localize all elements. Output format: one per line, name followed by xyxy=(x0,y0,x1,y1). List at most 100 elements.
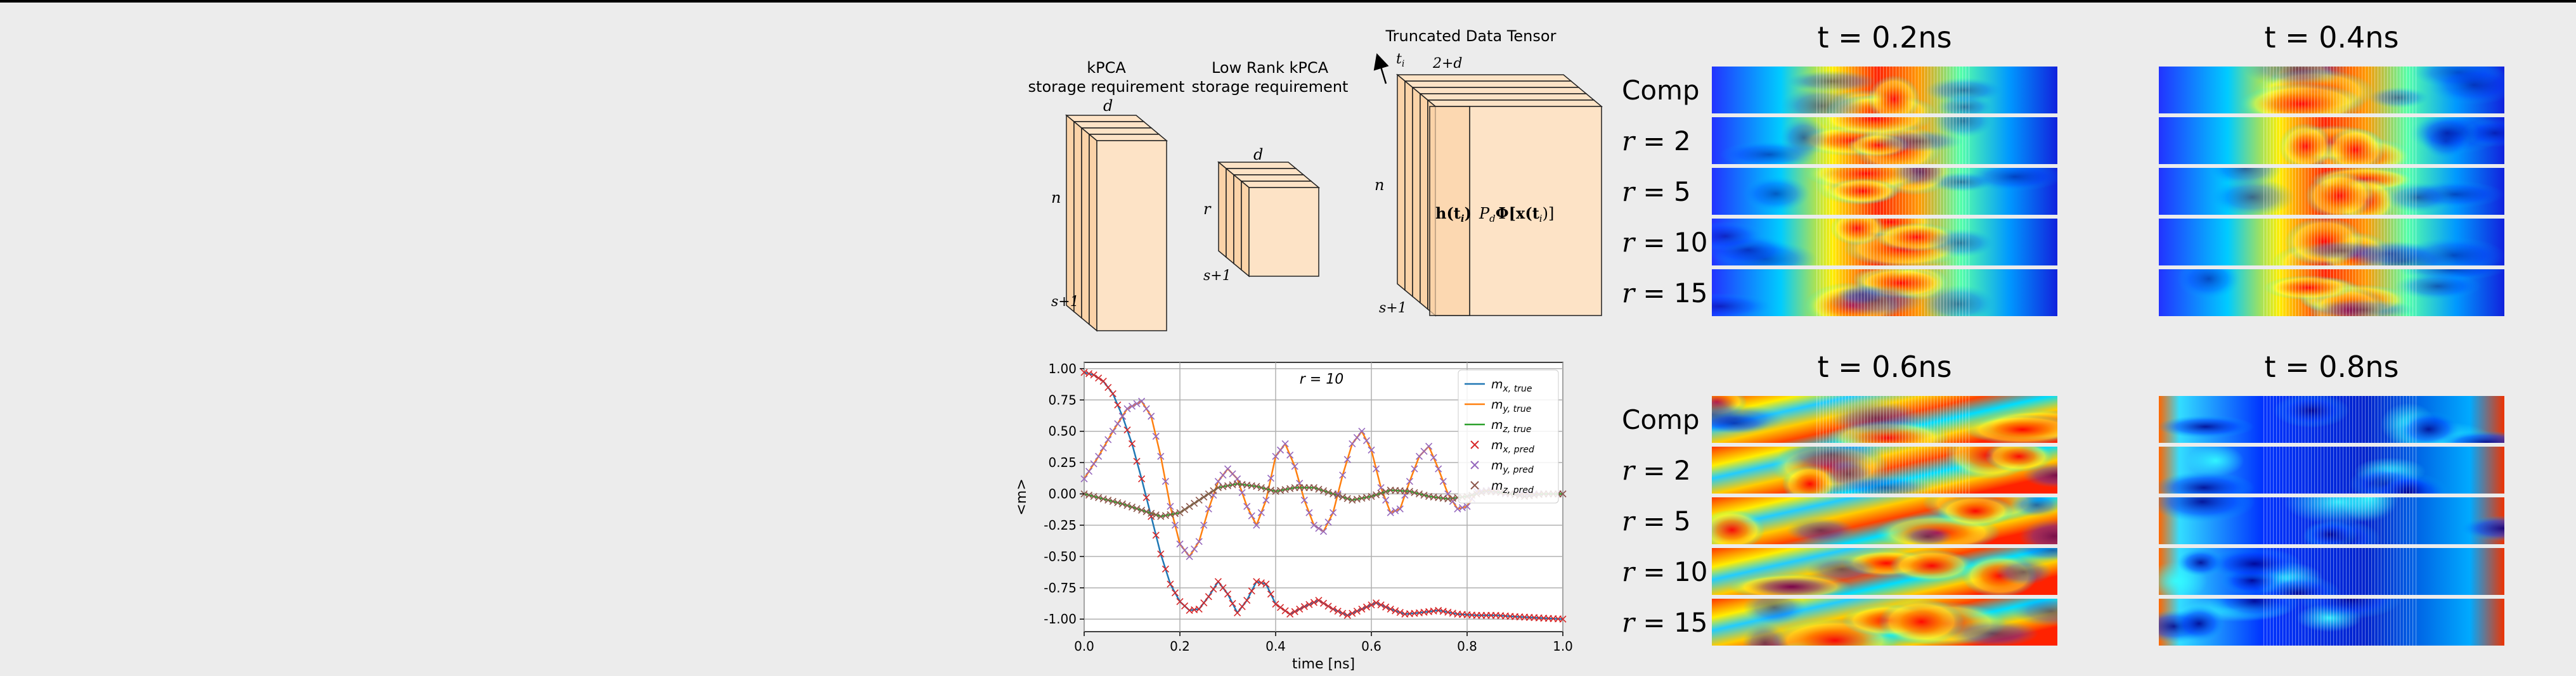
y-tick-label: -0.75 xyxy=(1044,580,1077,596)
lowrank-d-label: d xyxy=(1253,146,1263,163)
y-tick-label: -0.50 xyxy=(1044,549,1077,564)
x-tick-label: 0.8 xyxy=(1457,639,1477,654)
y-tick-label: 0.00 xyxy=(1048,487,1077,502)
pred-marker xyxy=(1358,428,1366,435)
pred-marker xyxy=(1148,412,1155,420)
pred-marker xyxy=(1205,593,1212,601)
pred-marker xyxy=(1176,540,1184,548)
truncated-n-label: n xyxy=(1375,176,1384,194)
pred-marker xyxy=(1205,505,1212,513)
pred-marker xyxy=(1382,496,1390,504)
snapshot-strip xyxy=(2159,548,2504,595)
pred-marker xyxy=(1291,608,1298,615)
x-tick-label: 0.0 xyxy=(1074,639,1094,654)
pred-marker xyxy=(1324,603,1332,610)
pred-marker xyxy=(1262,580,1270,588)
pred-marker xyxy=(1272,452,1279,460)
pred-marker xyxy=(1319,599,1328,607)
pred-marker xyxy=(1191,499,1198,507)
x-tick-label: 0.4 xyxy=(1265,639,1286,654)
pred-marker xyxy=(1138,475,1146,483)
pred-marker xyxy=(1080,475,1088,483)
pred-marker xyxy=(1162,565,1169,573)
snapshot-row-label: r = 10 xyxy=(1622,556,1707,587)
pred-marker xyxy=(1267,590,1275,598)
pred-marker xyxy=(1435,465,1442,473)
lowrank-subtitle: storage requirement xyxy=(1192,78,1349,96)
pred-marker xyxy=(1118,412,1126,420)
pred-marker xyxy=(1123,502,1131,509)
pred-marker xyxy=(1396,505,1404,513)
snapshot-strip: r = 2 xyxy=(1622,117,2057,164)
pred-marker xyxy=(1343,456,1351,463)
pred-marker xyxy=(1118,500,1126,507)
pred-marker xyxy=(1234,609,1241,616)
pred-marker xyxy=(1305,509,1313,516)
chart-legend: mx, true my, true mz, true mx, pred my, pred… xyxy=(1458,369,1559,504)
pred-marker xyxy=(1195,496,1203,504)
snapshot-strip xyxy=(2159,447,2504,494)
pred-marker xyxy=(1463,502,1471,510)
snapshot-title: t = 0.6ns xyxy=(1817,350,1951,384)
kpca-subtitle: storage requirement xyxy=(1028,78,1185,96)
pred-marker xyxy=(1095,374,1103,382)
kpca-slab xyxy=(1087,133,1168,332)
snapshot-panel-2: t = 0.6ns Comp r = 2 r = 5 r = 10 r = 15 xyxy=(1622,350,2057,646)
snapshot-title: t = 0.8ns xyxy=(2264,350,2398,384)
kpca-d-label: d xyxy=(1103,97,1113,115)
pred-markers-0 xyxy=(1080,369,1567,623)
pred-marker xyxy=(1200,521,1208,529)
ti-label: ti xyxy=(1396,51,1404,69)
truncated-title: Truncated Data Tensor xyxy=(1385,27,1557,45)
pred-marker xyxy=(1109,428,1116,435)
pred-marker xyxy=(1272,600,1279,608)
pred-marker xyxy=(1142,494,1150,502)
snapshot-strip: r = 15 xyxy=(1622,599,2057,646)
pred-marker xyxy=(1138,506,1146,514)
pred-marker xyxy=(1104,383,1112,392)
pred-marker xyxy=(1353,434,1361,442)
pred-marker xyxy=(1559,490,1567,498)
snapshot-strip xyxy=(2159,599,2504,646)
pred-marker xyxy=(1406,478,1413,485)
legend-label: my, true xyxy=(1491,398,1531,414)
pred-marker xyxy=(1257,509,1265,516)
y-tick-label: -0.25 xyxy=(1044,518,1077,533)
pred-marker xyxy=(1128,440,1136,448)
pred-marker xyxy=(1200,493,1208,501)
snapshot-strip: Comp xyxy=(1622,396,2057,443)
pred-marker xyxy=(1324,518,1332,526)
pred-marker xyxy=(1109,390,1116,397)
legend-box xyxy=(1458,369,1559,504)
pred-marker xyxy=(1334,492,1342,499)
pred-marker xyxy=(1133,400,1141,407)
snapshot-strip: r = 10 xyxy=(1622,219,2057,265)
snapshot-row-label: r = 2 xyxy=(1622,125,1691,156)
legend-label: mx, pred xyxy=(1491,438,1534,455)
snapshot-title: t = 0.2ns xyxy=(1817,20,1951,54)
pred-marker xyxy=(1310,484,1317,492)
pred-marker xyxy=(1238,489,1246,497)
pred-marker xyxy=(1372,465,1380,473)
pred-marker xyxy=(1281,440,1289,448)
pred-marker xyxy=(1286,610,1294,618)
pred-marker xyxy=(1123,405,1131,412)
pred-marker xyxy=(1296,605,1304,613)
pred-marker xyxy=(1171,589,1179,597)
pred-marker xyxy=(1310,599,1317,606)
pred-marker xyxy=(1219,584,1227,592)
pred-marker xyxy=(1330,509,1337,516)
legend-label: mz, true xyxy=(1491,418,1532,435)
kpca-n-label: n xyxy=(1051,189,1061,207)
pred-marker xyxy=(1377,601,1385,609)
snapshot-strip: r = 5 xyxy=(1622,168,2057,215)
snapshot-strip xyxy=(2159,269,2504,316)
pred-marker xyxy=(1382,603,1390,611)
pred-marker xyxy=(1219,471,1227,479)
lowrank-title: Low Rank kPCA xyxy=(1212,59,1329,77)
pred-marker xyxy=(1396,609,1404,616)
snapshot-strip: r = 15 xyxy=(1622,269,2057,316)
snapshot-strip xyxy=(2159,67,2504,113)
snapshot-row-label: r = 15 xyxy=(1622,607,1707,638)
